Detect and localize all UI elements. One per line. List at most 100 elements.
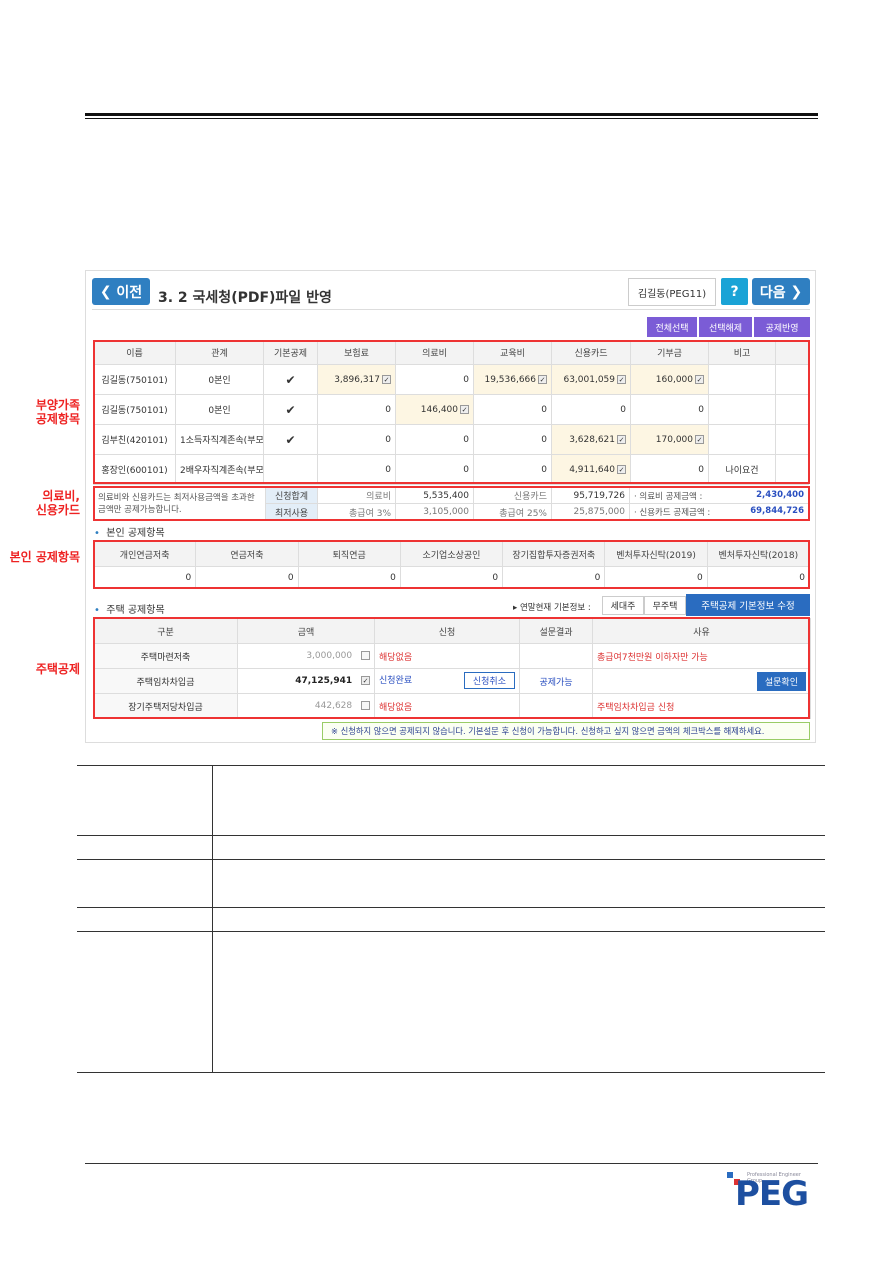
annotation-housing: 주택공제 — [35, 662, 80, 676]
reason: 총급여7천만원 이하자만 가능 — [597, 652, 708, 663]
apply-cell: 해당없음 — [374, 643, 520, 669]
user-button[interactable]: 김길동(PEG11) — [628, 278, 716, 306]
table-row: 주택마련저축 3,000,000 해당없음 총급여7천만원 이하자만 가능 — [93, 643, 811, 669]
card-deduction: · 신용카드 공제금액 : 69,844,726 — [629, 503, 809, 521]
col-survey: 설문결과 — [519, 618, 593, 644]
col-type: 구분 — [93, 618, 238, 644]
card-cell: 3,628,621 ✓ — [551, 424, 631, 455]
doc-cell — [212, 835, 825, 860]
checkbox[interactable]: ✓ — [382, 374, 391, 384]
checkbox[interactable]: ✓ — [695, 434, 704, 444]
relation-cell: 0본인 — [175, 364, 264, 395]
chevron-left-icon: ❮ — [99, 283, 117, 300]
cell-value: 4,911,640 — [569, 464, 615, 475]
select-all-button[interactable]: 전체선택 — [647, 317, 697, 337]
cell-value: 3,628,621 — [569, 434, 615, 445]
col-reason: 사유 — [592, 618, 811, 644]
relation-cell: 2배우자직계존속(부모,조 — [175, 454, 264, 485]
highlight-box — [93, 340, 810, 484]
cell-value: 0 — [698, 404, 704, 415]
blank-cell — [775, 394, 809, 425]
education-cell: 0 — [473, 454, 552, 485]
cell-value: ✔ — [285, 402, 296, 417]
checkbox[interactable]: ✓ — [695, 374, 704, 384]
cell-value: 1소득자직계존속(부모,조 — [180, 436, 264, 446]
householder-badge: 세대주 — [602, 596, 644, 615]
footer-rule — [85, 1163, 818, 1164]
checkbox[interactable] — [361, 701, 370, 710]
reason: 주택임차차입금 신청 — [597, 702, 675, 713]
cell-value: 0본인 — [208, 376, 231, 386]
housing-table: 구분 금액 신청 설문결과 사유 주택마련저축 3,000,000 해당없음 총급여7천… — [93, 618, 811, 719]
checkbox[interactable]: ✓ — [460, 404, 469, 414]
own-col-header: 개인연금저축 — [92, 541, 197, 567]
basic-check-cell: ✔ — [263, 394, 318, 425]
help-button[interactable]: ? — [721, 278, 748, 305]
cell-value: 김길동(750101) — [101, 376, 168, 386]
cell-value: 0본인 — [208, 406, 231, 416]
amount: 3,000,000 — [306, 651, 353, 661]
name-cell: 김길동(750101) — [93, 364, 176, 395]
cancel-apply-button[interactable]: 신청취소 — [463, 672, 515, 689]
deselect-button[interactable]: 선택해제 — [699, 317, 752, 337]
cell-value: 170,000 — [655, 434, 693, 445]
doc-cell — [77, 765, 213, 836]
checkbox[interactable]: ✓ — [617, 464, 626, 474]
basic-check-cell — [263, 454, 318, 485]
checkbox[interactable]: ✓ — [617, 434, 626, 444]
checkbox[interactable]: ✓ — [538, 374, 547, 384]
own-section-title: • 본인 공제항목 — [94, 528, 165, 539]
col-card: 신용카드 — [551, 340, 631, 365]
summary-table: 의료비와 신용카드는 최저사용금액을 초과한 금액만 공제가능합니다. 신청합계… — [93, 487, 809, 521]
prev-button[interactable]: ❮ 이전 — [92, 278, 150, 305]
card-deduction-value: 69,844,726 — [750, 506, 804, 516]
apply-deduction-button[interactable]: 공제반영 — [754, 317, 810, 337]
cell-value: 홍장인(600101) — [101, 466, 168, 476]
cell-value: 0 — [385, 404, 391, 415]
cell-value: 2배우자직계존속(부모,조 — [180, 466, 264, 476]
page-title: 3. 2 국세청(PDF)파일 반영 — [158, 290, 332, 306]
doc-cell — [77, 859, 213, 908]
highlight-box — [93, 617, 810, 719]
card-deduction-label: · 신용카드 공제금액 : — [634, 508, 711, 518]
prev-label: 이전 — [116, 284, 143, 301]
peg-logo: Professional Engineer Group PEG — [725, 1168, 815, 1216]
label-minimum: 최저사용 — [265, 503, 318, 521]
cell-value: 0 — [463, 464, 469, 475]
donation-cell: 0 — [630, 394, 709, 425]
survey-check-button[interactable]: 설문확인 — [756, 671, 806, 691]
cell-value: 3,896,317 — [334, 374, 380, 385]
col-name: 이름 — [93, 340, 176, 365]
own-col-header: 퇴직연금 — [297, 541, 401, 567]
own-col-header: 연금저축 — [195, 541, 299, 567]
education-cell: 19,536,666 ✓ — [473, 364, 552, 395]
doc-cell — [212, 859, 825, 908]
donation-cell: 160,000 ✓ — [630, 364, 709, 395]
status: 해당없음 — [379, 702, 413, 713]
checkbox[interactable] — [361, 651, 370, 660]
insurance-cell: 0 — [317, 454, 396, 485]
divider — [92, 309, 810, 310]
own-col-header: 벤처투자신탁(2019) — [604, 541, 708, 567]
col-amount: 금액 — [237, 618, 375, 644]
table-row: 김길동(750101) 0본인 ✔ 0 146,400 ✓ 0 0 0 — [93, 394, 809, 425]
annotation-medical-card: 의료비, 신용카드 — [35, 489, 80, 517]
cell-value: 160,000 — [655, 374, 693, 385]
col-relation: 관계 — [175, 340, 264, 365]
checkbox[interactable]: ✓ — [617, 374, 626, 384]
family-table: 이름 관계 기본공제 보험료 의료비 교육비 신용카드 기부금 비고 김길동(750101) 0본… — [93, 340, 809, 485]
donation-cell: 0 — [630, 454, 709, 485]
edit-housing-info-button[interactable]: 주택공제 기본정보 수정 — [686, 594, 810, 616]
annotation-family: 부양가족 공제항목 — [35, 398, 80, 426]
donation-cell: 170,000 ✓ — [630, 424, 709, 455]
next-label: 다음 — [759, 284, 786, 301]
next-button[interactable]: 다음 ❯ — [752, 278, 810, 305]
checkbox[interactable]: ✓ — [361, 676, 370, 685]
cell-value: 0 — [620, 404, 626, 415]
table-row: 김부친(420101)1소득자직계존속(부모,조✔0003,628,621✓17… — [93, 424, 809, 455]
header-rule-thin — [85, 118, 818, 119]
housing-section-title: • 주택 공제항목 — [94, 605, 165, 616]
amount-cell: 442,628 — [237, 693, 375, 719]
header-rule — [85, 113, 818, 116]
survey-result: 공제가능 — [519, 668, 593, 694]
